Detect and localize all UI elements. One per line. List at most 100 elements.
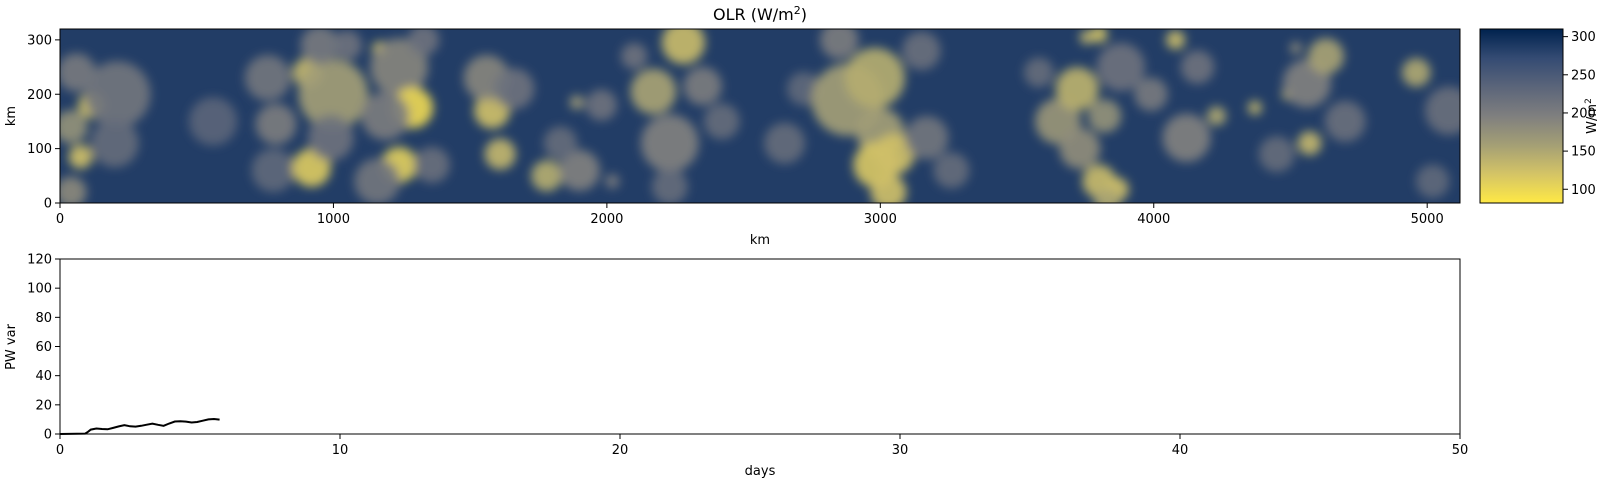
colorbar: 100 150 200 250 300 W/m2 bbox=[1479, 28, 1600, 204]
cloud-cell bbox=[1094, 187, 1121, 203]
cloud-cell bbox=[543, 126, 578, 160]
cloud-cell bbox=[1180, 50, 1215, 84]
cloud-cell bbox=[764, 122, 806, 164]
cloud-cell bbox=[68, 144, 93, 169]
heatmap-x-tick-label: 0 bbox=[56, 212, 64, 227]
cloud-cell bbox=[1324, 100, 1366, 142]
line-x-tick-label: 50 bbox=[1452, 443, 1469, 458]
heatmap-x-ticks: 0 1000 2000 3000 4000 5000 bbox=[56, 203, 1444, 227]
heatmap-x-label: km bbox=[750, 233, 770, 248]
line-y-tick-label: 60 bbox=[35, 340, 52, 355]
heatmap-frame bbox=[59, 28, 1461, 204]
line-y-tick-label: 120 bbox=[27, 253, 52, 268]
colorbar-tick-label: 200 bbox=[1571, 106, 1596, 121]
heatmap-y-tick-label: 200 bbox=[27, 88, 52, 103]
heatmap-y-tick-label: 0 bbox=[44, 197, 52, 212]
cloud-cell bbox=[1401, 58, 1431, 87]
heatmap-y-label: km bbox=[4, 106, 19, 126]
colorbar-tick-label: 300 bbox=[1571, 30, 1596, 45]
cloud-cell bbox=[531, 160, 563, 192]
colorbar-tick-label: 150 bbox=[1571, 145, 1596, 160]
line-x-tick-label: 40 bbox=[1172, 443, 1189, 458]
heatmap-y-tick-label: 300 bbox=[27, 33, 52, 48]
line-y-tick-label: 80 bbox=[35, 311, 52, 326]
cloud-cell bbox=[298, 59, 369, 130]
olr-heatmap-panel: OLR (W/m2) 0 1000 2000 3000 4000 5000 0 100 200… bbox=[4, 4, 1600, 248]
cloud-cell bbox=[255, 103, 297, 145]
cloud-cell bbox=[332, 30, 363, 61]
line-x-tick-label: 20 bbox=[612, 443, 629, 458]
cloud-cell bbox=[905, 116, 949, 160]
cloud-cell bbox=[873, 133, 915, 175]
cloud-cell bbox=[493, 68, 535, 110]
cloud-cell bbox=[413, 146, 450, 183]
cloud-cell bbox=[621, 43, 648, 70]
colorbar-label: W/m2 bbox=[1584, 98, 1600, 134]
heatmap-x-tick-label: 4000 bbox=[1137, 212, 1170, 227]
cloud-cell bbox=[703, 103, 740, 140]
colorbar-tick-label: 250 bbox=[1571, 68, 1596, 83]
heatmap-title: OLR (W/m2) bbox=[713, 4, 807, 24]
cloud-cell bbox=[661, 29, 706, 65]
cloud-cell bbox=[189, 97, 238, 146]
cloud-cell bbox=[870, 174, 907, 203]
heatmap-y-ticks: 0 100 200 300 bbox=[27, 33, 60, 212]
cloud-cell bbox=[84, 61, 151, 128]
heatmap-x-tick-label: 2000 bbox=[590, 212, 623, 227]
colorbar-tick-label: 100 bbox=[1571, 183, 1596, 198]
cloud-cell bbox=[1090, 29, 1108, 43]
cloud-cell bbox=[251, 148, 295, 193]
cloud-cell bbox=[60, 110, 88, 144]
cloud-cell bbox=[1079, 30, 1095, 45]
cloud-cell bbox=[244, 55, 291, 101]
cloud-cell bbox=[844, 47, 905, 108]
cloud-cell bbox=[651, 168, 688, 203]
line-x-label: days bbox=[745, 464, 776, 479]
heatmap-y-tick-label: 100 bbox=[27, 142, 52, 157]
cloud-cell bbox=[354, 158, 401, 203]
cloud-cell bbox=[307, 114, 354, 161]
cloud-cell bbox=[1308, 38, 1344, 75]
line-y-ticks: 0 20 40 60 80 100 120 bbox=[27, 253, 60, 443]
cloud-cell bbox=[484, 138, 516, 170]
cloud-cell bbox=[1207, 106, 1227, 126]
heatmap-clouds bbox=[60, 29, 1460, 203]
line-x-tick-label: 30 bbox=[892, 443, 909, 458]
heatmap-x-tick-label: 5000 bbox=[1411, 212, 1444, 227]
cloud-cell bbox=[683, 66, 722, 106]
cloud-cell bbox=[902, 31, 941, 71]
cloud-cell bbox=[559, 149, 600, 191]
cloud-cell bbox=[1023, 57, 1054, 88]
cloud-cell bbox=[640, 114, 699, 173]
cloud-cell bbox=[1425, 86, 1460, 135]
cloud-cell bbox=[605, 174, 620, 189]
cloud-cell bbox=[933, 152, 970, 189]
line-y-tick-label: 100 bbox=[27, 282, 52, 297]
line-y-label: PW var bbox=[4, 323, 19, 369]
cloud-cell bbox=[1162, 113, 1211, 162]
cloud-cell bbox=[1166, 30, 1186, 50]
cloud-cell bbox=[1087, 99, 1122, 133]
cloud-cell bbox=[1055, 67, 1099, 111]
cloud-cell bbox=[1247, 100, 1263, 116]
colorbar-gradient bbox=[1479, 28, 1564, 204]
heatmap-x-tick-label: 1000 bbox=[317, 212, 350, 227]
heatmap-x-tick-label: 3000 bbox=[864, 212, 897, 227]
cloud-cell bbox=[90, 119, 139, 168]
line-x-tick-label: 10 bbox=[332, 443, 349, 458]
cloud-cell bbox=[585, 89, 618, 121]
cloud-cell bbox=[1258, 136, 1295, 173]
line-y-tick-label: 20 bbox=[35, 398, 52, 413]
colorbar-ticks: 100 150 200 250 300 bbox=[1563, 30, 1596, 198]
cloud-cell bbox=[569, 95, 584, 110]
line-y-tick-label: 0 bbox=[44, 428, 52, 443]
cloud-cell bbox=[1415, 164, 1450, 199]
cloud-cell bbox=[300, 29, 340, 65]
cloud-cell bbox=[1059, 128, 1101, 170]
cloud-cell bbox=[60, 176, 87, 203]
cloud-cell bbox=[370, 38, 428, 96]
cloud-cell bbox=[1289, 42, 1302, 54]
cloud-cell bbox=[1096, 43, 1145, 92]
cloud-cell bbox=[1134, 77, 1168, 112]
line-x-tick-label: 0 bbox=[56, 443, 64, 458]
